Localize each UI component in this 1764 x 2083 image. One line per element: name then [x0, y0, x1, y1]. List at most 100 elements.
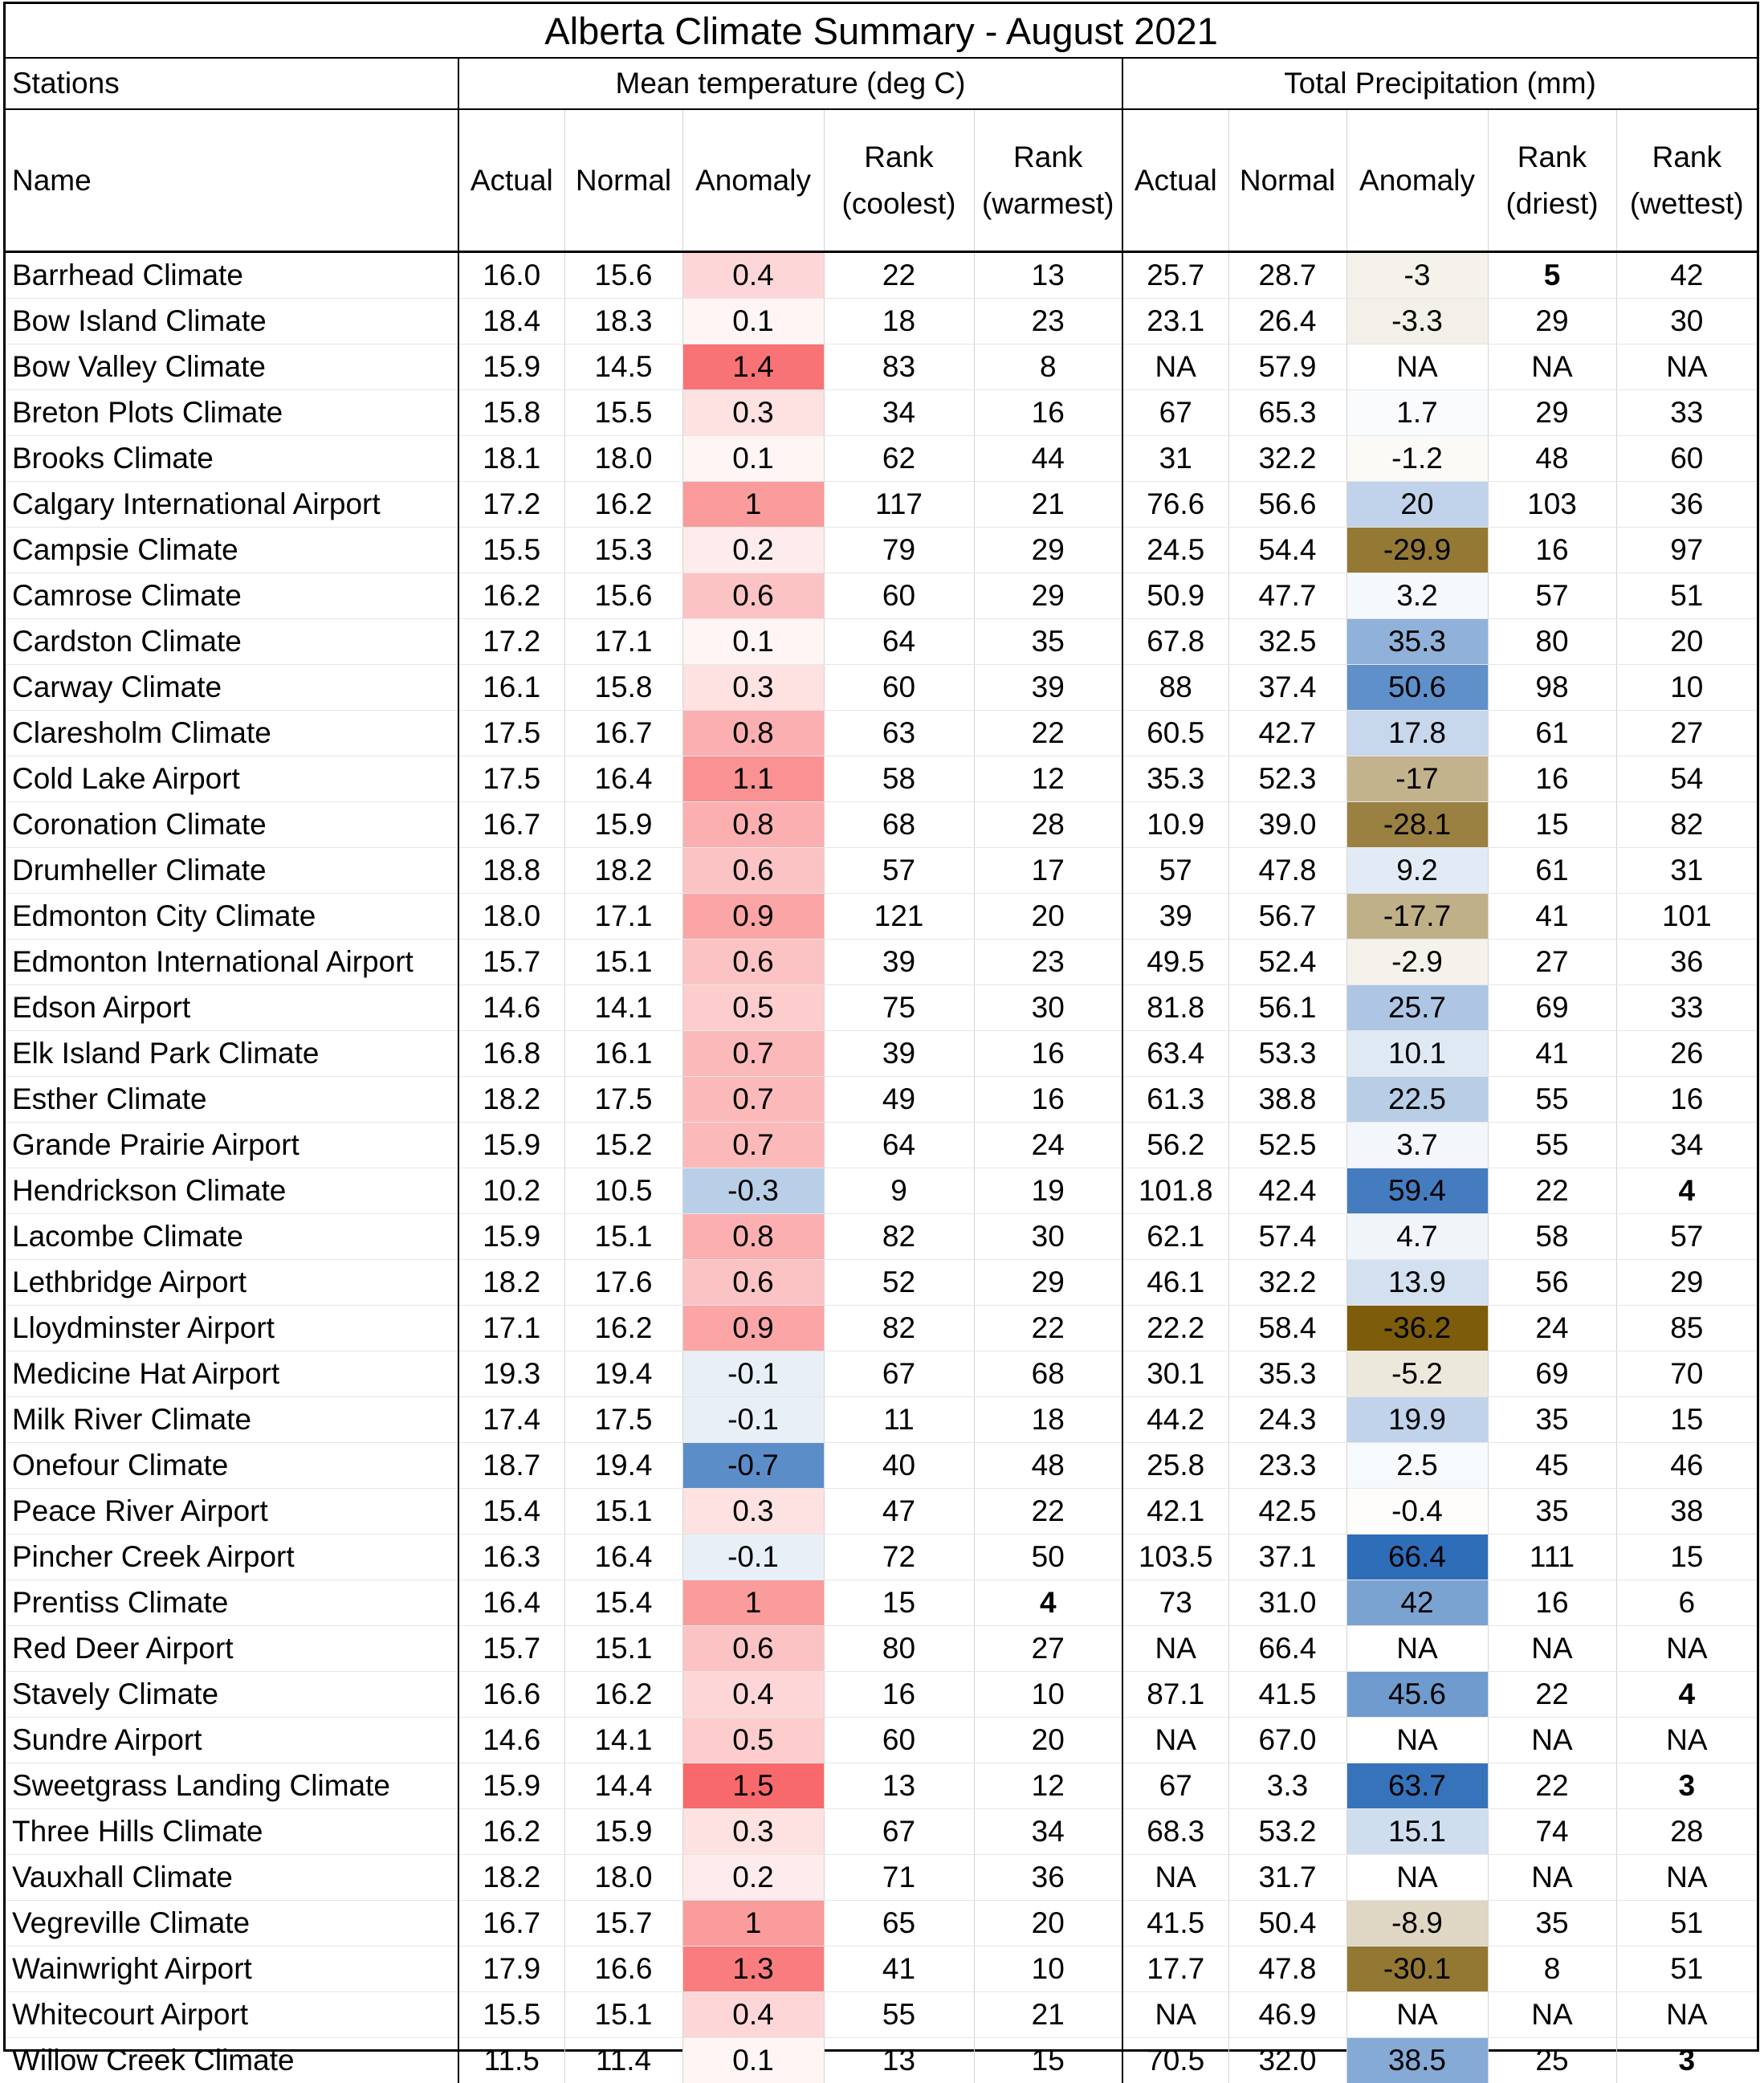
- rank-coolest-cell: 18: [824, 299, 974, 344]
- rank-wettest-cell: NA: [1616, 1992, 1757, 2038]
- rank-warmest-cell: 22: [974, 1489, 1122, 1535]
- precip-normal-cell: 42.4: [1228, 1168, 1346, 1214]
- precip-anomaly-cell: 1.7: [1346, 390, 1488, 436]
- precip-normal-cell: 24.3: [1228, 1397, 1346, 1443]
- precip-anomaly-cell: 35.3: [1346, 619, 1488, 665]
- rank-coolest-cell: 60: [824, 1718, 974, 1763]
- temp-actual-cell: 17.9: [458, 1946, 564, 1992]
- temp-actual-cell: 16.0: [458, 252, 564, 299]
- rank-driest-cell: 69: [1488, 1351, 1616, 1397]
- rank-coolest-cell: 75: [824, 985, 974, 1031]
- rank-driest-cell: 29: [1488, 299, 1616, 344]
- station-name-cell: Barrhead Climate: [6, 252, 458, 299]
- temp-actual-cell: 15.9: [458, 1763, 564, 1809]
- temp-anomaly-cell: 0.6: [682, 573, 824, 619]
- column-header-row: Name Actual Normal Anomaly Rank(coolest)…: [6, 109, 1757, 252]
- rank-coolest-cell: 34: [824, 390, 974, 436]
- temp-anomaly-cell: -0.3: [682, 1168, 824, 1214]
- rank-wettest-cell: 42: [1616, 252, 1757, 299]
- temp-normal-cell: 16.7: [564, 711, 682, 756]
- rank-driest-cell: 35: [1488, 1489, 1616, 1535]
- rank-driest-cell: NA: [1488, 1992, 1616, 2038]
- precip-anomaly-cell: -36.2: [1346, 1306, 1488, 1351]
- station-name-cell: Lethbridge Airport: [6, 1260, 458, 1306]
- precip-anomaly-cell: 66.4: [1346, 1535, 1488, 1580]
- precip-anomaly-cell: -8.9: [1346, 1901, 1488, 1946]
- rank-driest-cell: 41: [1488, 1031, 1616, 1077]
- precip-actual-cell: 22.2: [1122, 1306, 1228, 1351]
- rank-wettest-cell: 51: [1616, 1946, 1757, 1992]
- temp-normal-cell: 15.5: [564, 390, 682, 436]
- rank-warmest-cell: 15: [974, 2038, 1122, 2083]
- temp-normal-cell: 19.4: [564, 1351, 682, 1397]
- rank-driest-cell: 41: [1488, 894, 1616, 940]
- rank-wettest-cell: 30: [1616, 299, 1757, 344]
- precip-normal-cell: 32.5: [1228, 619, 1346, 665]
- temp-normal-cell: 15.9: [564, 1809, 682, 1855]
- temp-anomaly-cell: 0.8: [682, 1214, 824, 1260]
- temp-actual-cell: 15.9: [458, 344, 564, 390]
- temp-anomaly-cell: -0.1: [682, 1351, 824, 1397]
- rank-warmest-cell: 30: [974, 1214, 1122, 1260]
- rank-warmest-cell: 22: [974, 711, 1122, 756]
- rank-warmest-cell: 30: [974, 985, 1122, 1031]
- rank-wettest-cell: 85: [1616, 1306, 1757, 1351]
- rank-wettest-header: Rank(wettest): [1616, 109, 1757, 252]
- temp-actual-cell: 15.5: [458, 1992, 564, 2038]
- rank-coolest-cell: 57: [824, 848, 974, 894]
- rank-coolest-cell: 22: [824, 252, 974, 299]
- precip-anomaly-cell: 20: [1346, 482, 1488, 528]
- rank-driest-cell: 103: [1488, 482, 1616, 528]
- precip-normal-cell: 53.2: [1228, 1809, 1346, 1855]
- temp-actual-cell: 19.3: [458, 1351, 564, 1397]
- precip-actual-cell: 88: [1122, 665, 1228, 711]
- rank-driest-cell: 45: [1488, 1443, 1616, 1489]
- temp-actual-cell: 16.7: [458, 1901, 564, 1946]
- station-name-cell: Carway Climate: [6, 665, 458, 711]
- precip-actual-cell: 68.3: [1122, 1809, 1228, 1855]
- rank-coolest-cell: 60: [824, 665, 974, 711]
- temp-anomaly-cell: 0.6: [682, 848, 824, 894]
- rank-wettest-cell: 33: [1616, 390, 1757, 436]
- rank-coolest-cell: 15: [824, 1580, 974, 1626]
- rank-driest-cell: 5: [1488, 252, 1616, 299]
- precip-actual-cell: NA: [1122, 1992, 1228, 2038]
- temp-anomaly-cell: -0.1: [682, 1535, 824, 1580]
- precip-actual-cell: 76.6: [1122, 482, 1228, 528]
- rank-warmest-cell: 48: [974, 1443, 1122, 1489]
- rank-warmest-cell: 10: [974, 1672, 1122, 1718]
- precip-actual-cell: 50.9: [1122, 573, 1228, 619]
- temp-anomaly-cell: 0.5: [682, 1718, 824, 1763]
- rank-driest-cell: 16: [1488, 1580, 1616, 1626]
- temp-normal-cell: 16.4: [564, 756, 682, 802]
- precip-anomaly-cell: 4.7: [1346, 1214, 1488, 1260]
- station-name-cell: Claresholm Climate: [6, 711, 458, 756]
- precip-actual-cell: 10.9: [1122, 802, 1228, 848]
- temp-actual-cell: 18.2: [458, 1855, 564, 1901]
- rank-warmest-cell: 29: [974, 528, 1122, 573]
- rank-wettest-cell: 3: [1616, 2038, 1757, 2083]
- temp-actual-header: Actual: [458, 109, 564, 252]
- temp-anomaly-cell: 0.7: [682, 1123, 824, 1168]
- rank-wettest-cell: 15: [1616, 1397, 1757, 1443]
- temp-normal-cell: 15.1: [564, 940, 682, 985]
- precip-normal-cell: 26.4: [1228, 299, 1346, 344]
- temp-anomaly-cell: 0.4: [682, 1992, 824, 2038]
- rank-wettest-cell: 29: [1616, 1260, 1757, 1306]
- temp-actual-cell: 18.8: [458, 848, 564, 894]
- precip-actual-cell: 35.3: [1122, 756, 1228, 802]
- temperature-group-header: Mean temperature (deg C): [458, 58, 1122, 109]
- stations-group-header: Stations: [6, 58, 458, 109]
- temp-anomaly-cell: 0.6: [682, 1626, 824, 1672]
